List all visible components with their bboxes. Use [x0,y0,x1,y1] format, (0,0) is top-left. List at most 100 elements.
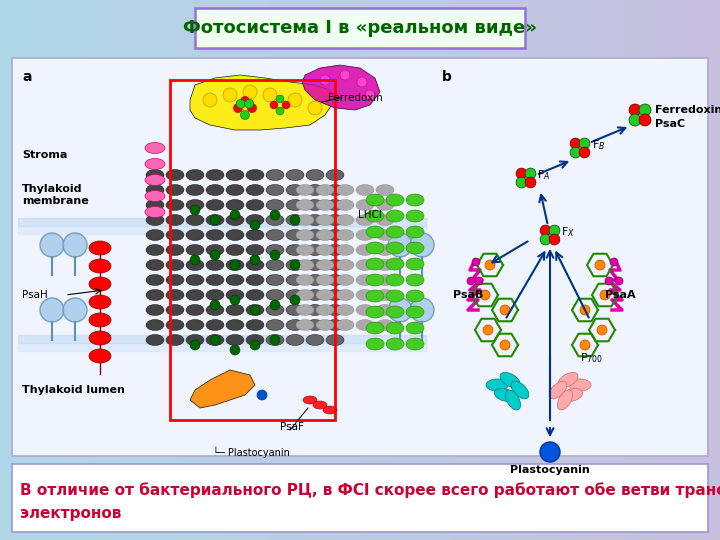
Ellipse shape [386,194,404,206]
Ellipse shape [316,185,334,195]
Ellipse shape [206,245,224,255]
Ellipse shape [146,214,164,226]
Ellipse shape [326,170,344,180]
Circle shape [290,215,300,225]
Text: PsaA: PsaA [605,290,635,300]
Ellipse shape [376,214,394,226]
Ellipse shape [186,289,204,300]
Ellipse shape [266,199,284,211]
Ellipse shape [366,322,384,334]
Ellipse shape [406,290,424,302]
Ellipse shape [376,199,394,211]
Circle shape [236,99,246,109]
Circle shape [276,107,284,115]
Text: Thylakoid lumen: Thylakoid lumen [22,385,125,395]
Ellipse shape [316,274,334,286]
Ellipse shape [562,389,582,401]
Ellipse shape [266,170,284,180]
Ellipse shape [326,334,344,346]
Ellipse shape [89,313,111,327]
Circle shape [579,138,590,149]
Ellipse shape [406,194,424,206]
Ellipse shape [306,230,324,240]
Circle shape [516,177,527,188]
Circle shape [340,70,350,80]
Text: Stroma: Stroma [22,150,68,160]
Ellipse shape [246,230,264,240]
Ellipse shape [336,305,354,315]
Ellipse shape [286,320,304,330]
Ellipse shape [266,334,284,346]
Ellipse shape [406,338,424,350]
Ellipse shape [500,373,520,388]
Ellipse shape [366,338,384,350]
Circle shape [230,345,240,355]
Ellipse shape [356,199,374,211]
Ellipse shape [286,305,304,315]
Circle shape [40,298,64,322]
Ellipse shape [266,245,284,255]
Ellipse shape [166,305,184,315]
Circle shape [549,225,560,236]
Ellipse shape [406,274,424,286]
Circle shape [250,255,260,265]
Ellipse shape [226,245,244,255]
Circle shape [610,258,618,266]
Ellipse shape [376,260,394,271]
Circle shape [615,277,623,285]
Ellipse shape [326,260,344,271]
Ellipse shape [356,289,374,300]
Ellipse shape [186,305,204,315]
Ellipse shape [206,305,224,315]
Ellipse shape [246,260,264,271]
Ellipse shape [366,194,384,206]
Circle shape [240,111,250,119]
Ellipse shape [145,206,165,218]
Ellipse shape [266,260,284,271]
Ellipse shape [145,191,165,201]
Circle shape [270,300,280,310]
Ellipse shape [406,226,424,238]
Ellipse shape [166,170,184,180]
Circle shape [500,340,510,350]
Ellipse shape [166,334,184,346]
Ellipse shape [146,185,164,195]
Ellipse shape [166,245,184,255]
Ellipse shape [386,258,404,270]
Circle shape [230,210,240,220]
Circle shape [357,77,367,87]
Ellipse shape [336,199,354,211]
Ellipse shape [286,289,304,300]
Ellipse shape [89,259,111,273]
FancyBboxPatch shape [195,8,525,48]
Ellipse shape [316,214,334,226]
Ellipse shape [89,241,111,255]
Ellipse shape [494,389,516,401]
Circle shape [475,277,483,285]
Ellipse shape [166,274,184,286]
Ellipse shape [226,185,244,195]
Ellipse shape [226,320,244,330]
Text: PsaB: PsaB [453,290,483,300]
Ellipse shape [406,322,424,334]
Circle shape [210,250,220,260]
Ellipse shape [166,185,184,195]
Ellipse shape [306,245,324,255]
Bar [18,226,426,234]
Ellipse shape [246,185,264,195]
Ellipse shape [366,226,384,238]
Circle shape [257,390,267,400]
Ellipse shape [186,214,204,226]
Text: Фотосистема I в «реальном виде»: Фотосистема I в «реальном виде» [183,19,537,37]
Circle shape [540,442,560,462]
Ellipse shape [549,381,567,399]
Ellipse shape [296,199,314,211]
Circle shape [540,234,551,245]
Circle shape [516,168,527,179]
Ellipse shape [569,379,591,391]
Ellipse shape [266,230,284,240]
Ellipse shape [206,199,224,211]
Circle shape [243,85,257,99]
Ellipse shape [511,381,529,399]
Ellipse shape [558,373,578,388]
